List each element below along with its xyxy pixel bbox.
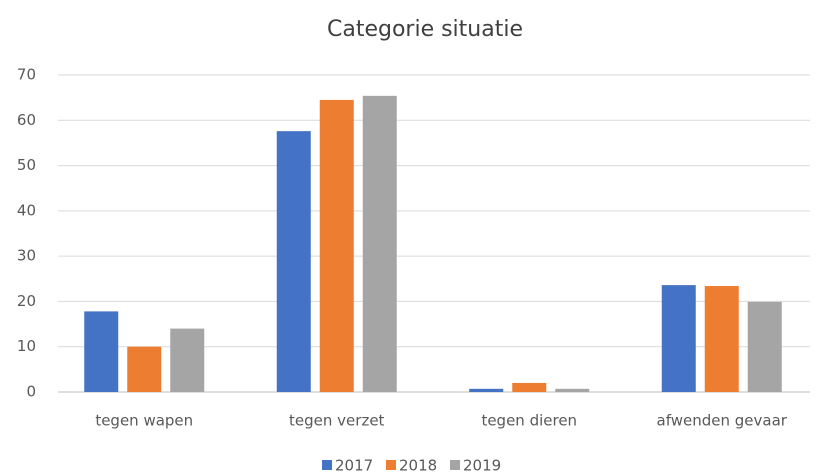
bar <box>661 285 696 392</box>
legend-swatch <box>386 460 396 470</box>
bar <box>319 99 354 393</box>
bar <box>555 388 590 392</box>
y-tick-label: 30 <box>17 247 36 265</box>
bar <box>84 311 119 392</box>
y-tick-label: 0 <box>26 383 36 401</box>
y-tick-label: 20 <box>17 292 36 310</box>
bar <box>362 95 397 393</box>
y-tick-label: 50 <box>17 156 36 174</box>
bar <box>469 388 504 392</box>
bar <box>127 346 162 392</box>
bar <box>512 382 547 392</box>
bar <box>170 328 205 392</box>
legend-label: 2018 <box>399 457 437 475</box>
x-tick-label: tegen dieren <box>481 412 577 430</box>
y-tick-label: 70 <box>17 66 36 84</box>
x-tick-label: afwenden gevaar <box>657 412 788 430</box>
chart-title: Categorie situatie <box>327 17 523 42</box>
y-tick-label: 10 <box>17 337 36 355</box>
y-tick-label: 40 <box>17 201 36 219</box>
bar <box>276 131 311 392</box>
x-tick-label: tegen wapen <box>95 412 193 430</box>
x-tick-label: tegen verzet <box>289 412 385 430</box>
legend-label: 2017 <box>335 457 373 475</box>
legend-label: 2019 <box>463 457 501 475</box>
y-tick-label: 60 <box>17 111 36 129</box>
bar <box>704 286 739 392</box>
legend-swatch <box>450 460 460 470</box>
legend-swatch <box>322 460 332 470</box>
bar <box>747 301 782 392</box>
